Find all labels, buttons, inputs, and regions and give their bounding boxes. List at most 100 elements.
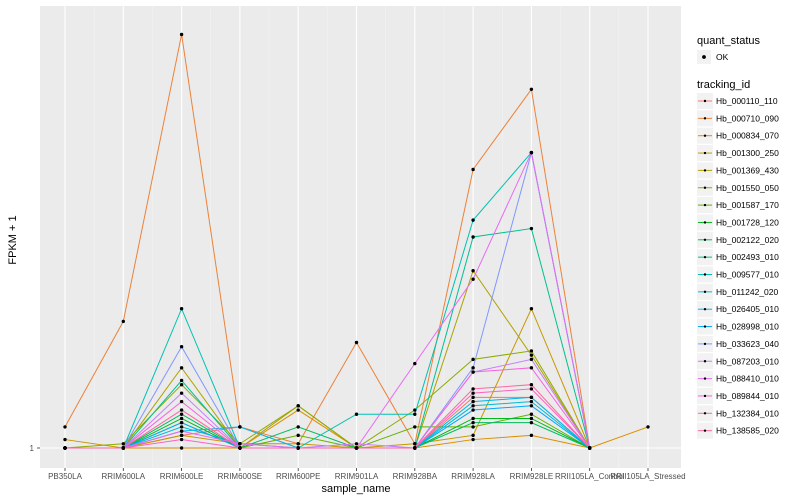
- legend-series-point: [703, 308, 707, 311]
- x-tick-label: RRIM901LA: [335, 472, 379, 481]
- data-point: [179, 366, 184, 370]
- data-point: [471, 420, 475, 425]
- data-point: [63, 446, 67, 450]
- legend-series-point: [703, 377, 707, 380]
- data-point: [238, 425, 242, 429]
- x-axis: PB350LA RRIM600LA RRIM600LE RRIM600SE RRIM60…: [48, 468, 686, 481]
- data-point: [471, 370, 475, 374]
- legend-series-title: tracking_id: [697, 79, 750, 91]
- legend-series-label: Hb_001587_170: [716, 200, 779, 210]
- data-point: [121, 446, 126, 450]
- data-point: [646, 425, 650, 429]
- data-point: [529, 349, 534, 353]
- legend-series-label: Hb_138585_020: [716, 426, 779, 436]
- grid: [40, 6, 681, 468]
- data-point: [121, 319, 126, 324]
- data-point: [471, 218, 475, 222]
- legend-status-point: [702, 55, 706, 59]
- x-tick-label: RRIM928BA: [393, 472, 438, 481]
- legend-series-point: [703, 151, 707, 155]
- data-point: [471, 277, 475, 281]
- data-point: [179, 383, 184, 387]
- x-tick-label: RRIM600LE: [160, 472, 204, 481]
- legend-series-point: [703, 99, 707, 103]
- legend-series-point: [703, 360, 707, 363]
- data-point: [296, 442, 300, 446]
- y-tick-label: 1: [30, 444, 35, 453]
- legend: quant_status OK tracking_id Hb_000110_11…: [697, 35, 779, 439]
- x-axis-title: sample_name: [321, 483, 390, 495]
- data-point: [354, 412, 359, 416]
- data-point: [529, 383, 534, 387]
- legend-series-label: Hb_026405_010: [716, 304, 779, 314]
- data-point: [179, 32, 184, 37]
- data-point: [296, 408, 300, 412]
- data-point: [413, 442, 417, 446]
- legend-series-label: Hb_000834_070: [716, 131, 779, 141]
- series-line: [65, 413, 590, 449]
- data-point: [296, 404, 300, 408]
- data-point: [354, 446, 359, 450]
- legend-series-point: [703, 203, 707, 207]
- legend-series-label: Hb_088410_010: [716, 374, 779, 384]
- x-tick-label: RRIM928LE: [510, 472, 554, 481]
- data-point: [529, 226, 534, 231]
- data-point: [63, 437, 67, 442]
- legend-series-label: Hb_009577_010: [716, 270, 779, 280]
- legend-series-point: [703, 221, 707, 224]
- data-point: [529, 353, 534, 357]
- x-tick-label: RRII105LA_Stressed: [610, 472, 685, 481]
- series-points: [63, 32, 650, 450]
- x-tick-label: RRIM600LA: [102, 472, 146, 481]
- data-point: [529, 150, 534, 155]
- y-axis: 1: [30, 444, 40, 453]
- legend-series-point: [703, 169, 707, 172]
- data-point: [179, 437, 184, 442]
- data-point: [529, 307, 534, 311]
- legend-series-point: [703, 394, 707, 398]
- legend-series-label: Hb_000110_110: [716, 96, 778, 106]
- data-point: [179, 378, 184, 383]
- data-point: [413, 446, 417, 450]
- legend-series-point: [703, 325, 707, 328]
- data-point: [529, 420, 534, 425]
- legend-series-label: Hb_001728_120: [716, 217, 779, 227]
- legend-series-point: [703, 412, 707, 415]
- data-point: [529, 433, 534, 438]
- y-axis-title: FPKM + 1: [7, 215, 19, 264]
- data-point: [529, 404, 534, 408]
- data-point: [354, 340, 359, 345]
- legend-series-label: Hb_002493_010: [716, 252, 779, 262]
- data-point: [471, 433, 475, 438]
- data-point: [471, 404, 475, 408]
- data-point: [63, 425, 67, 429]
- data-point: [179, 408, 184, 412]
- data-point: [296, 425, 300, 429]
- x-tick-label: RRIM928LA: [451, 472, 495, 481]
- data-point: [413, 425, 417, 429]
- legend-series-label: Hb_001369_430: [716, 165, 779, 175]
- legend-status-label: OK: [716, 52, 729, 62]
- data-point: [179, 391, 184, 395]
- series-line: [65, 151, 591, 449]
- data-point: [179, 345, 184, 349]
- data-point: [413, 412, 417, 416]
- legend-series-label: Hb_033623_040: [716, 339, 779, 349]
- data-point: [179, 420, 184, 425]
- data-point: [471, 167, 475, 172]
- legend-series-label: Hb_087203_010: [716, 356, 779, 366]
- data-point: [529, 87, 534, 92]
- x-tick-label: RRII105LA_Control: [555, 472, 625, 481]
- data-point: [413, 361, 417, 366]
- data-point: [179, 307, 184, 311]
- legend-status-title: quant_status: [697, 35, 760, 47]
- x-tick-label: RRIM600PE: [276, 472, 320, 481]
- data-point: [471, 395, 475, 400]
- data-point: [471, 235, 475, 239]
- data-point: [471, 408, 475, 412]
- legend-series-label: Hb_002122_020: [716, 235, 779, 245]
- legend-series-label: Hb_089844_010: [716, 391, 779, 401]
- data-point: [471, 425, 475, 429]
- data-point: [179, 425, 184, 429]
